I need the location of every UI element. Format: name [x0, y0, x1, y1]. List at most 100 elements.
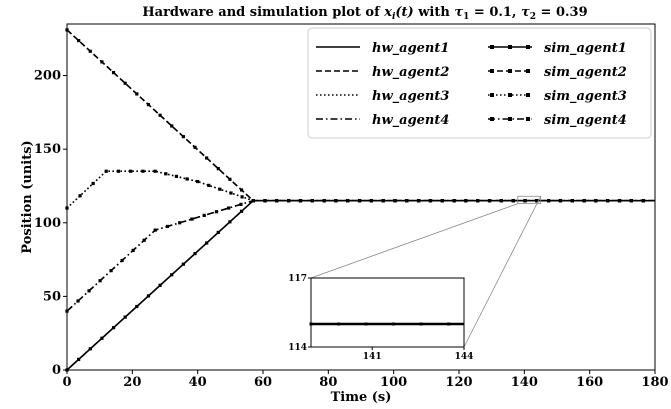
y-tick-label: 100: [34, 216, 61, 231]
marker-sim-agent4: [165, 224, 170, 229]
marker-sim-agent4: [594, 199, 598, 203]
marker-sim-agent4: [87, 289, 91, 293]
marker-sim-agent4: [310, 199, 314, 203]
marker-sim-agent2: [100, 60, 104, 64]
series-line-hw-agent3: [66, 170, 655, 209]
marker-sim-agent4: [476, 199, 480, 203]
marker-sim-agent3: [207, 183, 211, 187]
marker-sim-agent4: [641, 199, 645, 203]
inset-frame: [310, 277, 465, 348]
x-tick-label: 140: [511, 375, 538, 390]
marker-sim-agent4: [214, 210, 219, 214]
marker-sim-agent4: [202, 213, 206, 218]
marker-sim-agent1: [181, 262, 185, 266]
marker-sim-agent3: [91, 181, 95, 186]
marker-sim-agent4: [76, 299, 80, 303]
x-tick-label: 100: [380, 375, 407, 390]
legend-label-hw-agent3: hw_agent3: [372, 89, 449, 104]
chart-title: Hardware and simulation plot of xi(t) wi…: [142, 5, 587, 22]
marker-sim-agent3: [218, 187, 222, 191]
legend-marker: [526, 117, 530, 121]
marker-sim-agent4: [227, 206, 231, 210]
x-tick-label: 40: [189, 375, 207, 390]
marker-sim-agent2: [239, 188, 244, 192]
marker-sim-agent4: [239, 202, 243, 206]
marker-sim-agent4: [499, 199, 503, 203]
legend-label-sim-agent2: sim_agent2: [544, 65, 627, 80]
marker-sim-agent4: [298, 199, 303, 203]
marker-sim-agent4: [629, 199, 633, 203]
y-tick-label: 200: [34, 69, 61, 84]
marker-sim-agent3: [78, 194, 82, 198]
marker-sim-agent4: [65, 309, 69, 313]
marker-sim-agent2: [146, 103, 151, 107]
marker-sim-agent4: [275, 199, 279, 203]
marker-sim-agent1: [146, 294, 151, 298]
x-tick-label: 20: [123, 375, 141, 390]
marker-sim-agent1: [123, 315, 127, 319]
zoom-region-box: [517, 195, 542, 205]
legend-label-sim-agent3: sim_agent3: [544, 89, 627, 104]
x-axis-label: Time (s): [331, 390, 392, 405]
series-line-sim-agent3: [66, 170, 655, 209]
marker-sim-agent4: [322, 199, 326, 203]
legend-marker: [508, 117, 512, 121]
inset-y-tick-label: 114: [288, 343, 307, 353]
marker-sim-agent2: [88, 49, 92, 53]
marker-sim-agent1: [158, 283, 162, 287]
marker-sim-agent3: [104, 169, 108, 173]
marker-sim-agent2: [123, 81, 127, 85]
inset-x-tick-label: 141: [363, 352, 382, 362]
legend-label-hw-agent1: hw_agent1: [372, 41, 449, 56]
legend-marker: [490, 117, 494, 121]
marker-sim-agent4: [142, 238, 146, 242]
marker-sim-agent4: [464, 199, 468, 203]
marker-sim-agent3: [196, 179, 200, 184]
marker-sim-agent4: [417, 199, 421, 203]
marker-sim-agent4: [357, 199, 362, 203]
inset-marker: [419, 322, 423, 326]
marker-sim-agent1: [239, 209, 244, 213]
inset-marker: [447, 322, 451, 326]
inset-x-tick-label: 144: [455, 352, 474, 362]
marker-sim-agent4: [393, 199, 397, 203]
legend-label-hw-agent4: hw_agent4: [372, 113, 449, 128]
legend-marker: [508, 69, 512, 73]
marker-sim-agent4: [251, 199, 255, 203]
marker-sim-agent4: [287, 199, 291, 203]
zoom-inset: 141 144 114 117: [288, 195, 542, 362]
x-tick-label: 80: [319, 375, 337, 390]
marker-sim-agent4: [523, 199, 527, 203]
marker-sim-agent2: [193, 145, 197, 149]
marker-sim-agent3: [185, 177, 189, 181]
marker-sim-agent4: [440, 199, 444, 203]
legend-label-sim-agent4: sim_agent4: [544, 113, 627, 128]
y-tick-label: 50: [43, 289, 61, 304]
zoom-connector-right: [463, 196, 542, 348]
inset-marker: [392, 322, 396, 326]
marker-sim-agent4: [487, 199, 492, 203]
marker-sim-agent4: [109, 269, 113, 273]
legend-marker: [526, 69, 530, 73]
legend-marker: [508, 45, 512, 49]
legend-marker: [490, 45, 494, 49]
marker-sim-agent1: [100, 336, 104, 340]
marker-sim-agent1: [193, 251, 197, 256]
marker-sim-agent1: [135, 304, 139, 309]
x-tick-label: 0: [62, 375, 71, 390]
marker-sim-agent1: [228, 220, 232, 224]
marker-sim-agent4: [153, 228, 157, 232]
inset-marker: [337, 322, 341, 326]
marker-sim-agent3: [116, 169, 121, 173]
marker-sim-agent3: [174, 174, 179, 178]
plot-frame: [66, 23, 656, 371]
marker-sim-agent1: [88, 347, 92, 351]
marker-sim-agent1: [77, 357, 81, 362]
marker-sim-agent4: [582, 199, 586, 203]
marker-sim-agent4: [369, 199, 373, 203]
legend-box: [307, 27, 652, 139]
marker-sim-agent2: [111, 70, 116, 75]
marker-sim-agent2: [158, 113, 162, 117]
